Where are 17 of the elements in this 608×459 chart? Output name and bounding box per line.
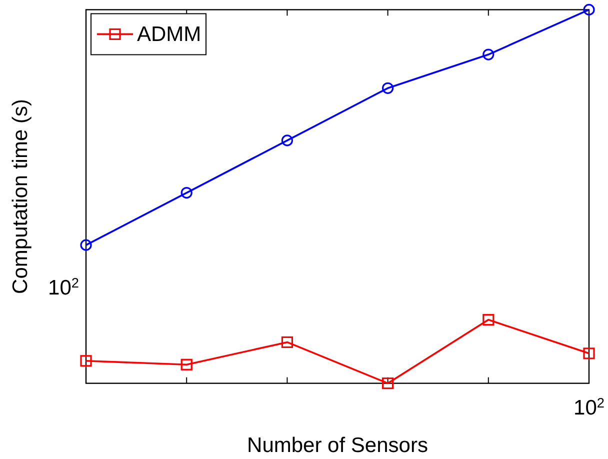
point — [281, 336, 293, 348]
text: 10$^{2}$ — [48, 274, 79, 300]
y-axis-title: Computation time (s) — [9, 99, 32, 294]
point — [180, 358, 192, 370]
text: 10$^{2}$ — [574, 395, 604, 420]
point — [382, 82, 394, 94]
point — [482, 48, 494, 60]
x-axis-title: Number of Sensors — [247, 434, 428, 457]
point — [583, 4, 595, 16]
point — [583, 348, 595, 360]
legend-label: ADMM — [137, 22, 202, 46]
point — [180, 186, 192, 199]
point — [80, 239, 92, 251]
point — [80, 355, 92, 367]
point — [482, 314, 494, 326]
point — [382, 378, 394, 390]
point — [281, 134, 293, 146]
